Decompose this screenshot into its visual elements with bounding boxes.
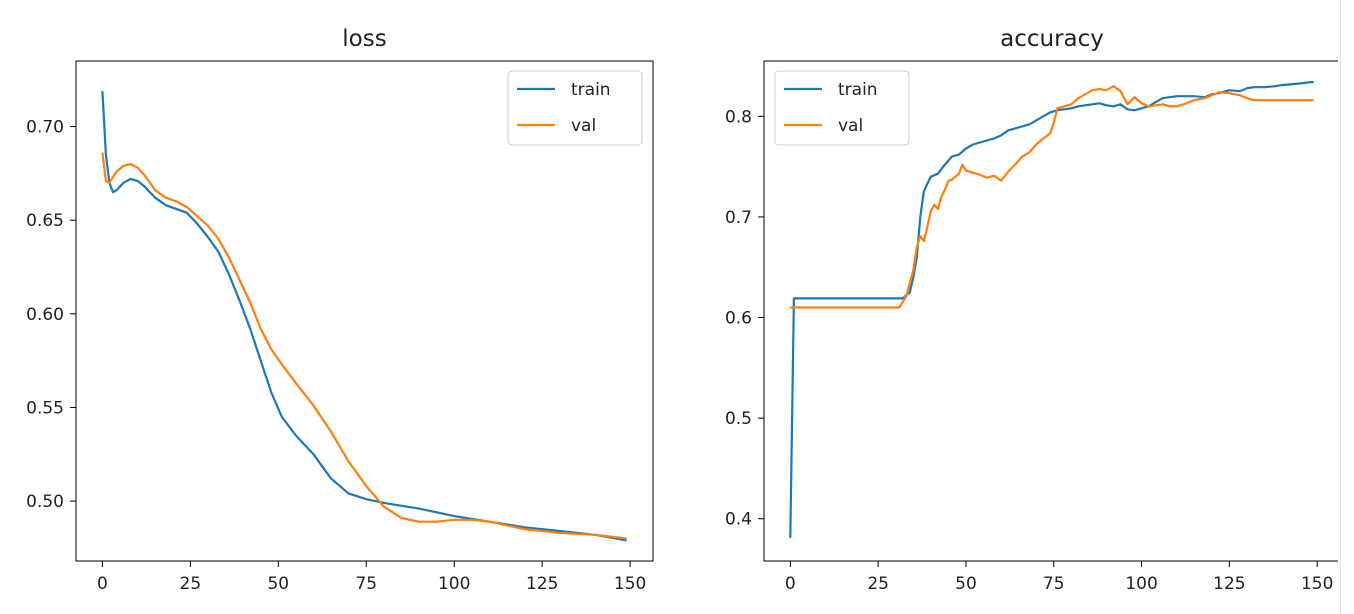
y-tick-label: 0.8 xyxy=(725,107,752,127)
x-tick-label: 25 xyxy=(180,574,202,594)
x-tick-label: 150 xyxy=(614,574,646,594)
series-line-train xyxy=(101,90,627,542)
x-tick-label: 75 xyxy=(355,574,377,594)
x-tick-label: 50 xyxy=(267,574,289,594)
y-tick-label: 0.70 xyxy=(26,118,64,138)
legend-label-train: train xyxy=(838,80,878,100)
y-tick-label: 0.6 xyxy=(725,309,752,329)
series-line-train xyxy=(789,81,1314,538)
accuracy-chart: accuracy 0 25 50 75 100 125 150 0.4 0.5 0.6 0.7 0.8 t… xyxy=(725,26,1341,594)
loss-chart: loss 0 25 50 75 100 125 150 0.50 0.55 0.60 0.65 0.70… xyxy=(26,26,654,594)
legend-label-val: val xyxy=(838,116,863,136)
x-tick-label: 100 xyxy=(438,574,470,594)
plot-frame xyxy=(75,60,654,562)
scrollbar-divider xyxy=(1340,0,1341,614)
x-tick-label: 50 xyxy=(955,574,977,594)
x-tick-label: 0 xyxy=(785,574,796,594)
y-tick-label: 0.65 xyxy=(26,211,64,231)
legend: train val xyxy=(774,70,910,146)
y-tick-label: 0.7 xyxy=(725,208,752,228)
scrollbar-track[interactable] xyxy=(1338,0,1354,614)
series-line-val xyxy=(790,85,1314,309)
y-tick-label: 0.5 xyxy=(725,409,752,429)
legend-label-val: val xyxy=(571,116,596,136)
x-tick-label: 150 xyxy=(1301,574,1333,594)
series-line-val xyxy=(101,152,627,540)
x-tick-label: 100 xyxy=(1125,574,1157,594)
y-tick-label: 0.60 xyxy=(26,305,64,325)
x-tick-label: 125 xyxy=(1213,574,1245,594)
y-tick-label: 0.50 xyxy=(26,492,64,512)
y-tick-label: 0.55 xyxy=(26,398,64,418)
x-tick-label: 75 xyxy=(1043,574,1065,594)
chart-title: accuracy xyxy=(1000,26,1104,52)
x-tick-label: 25 xyxy=(867,574,889,594)
legend: train val xyxy=(507,70,643,146)
y-tick-label: 0.4 xyxy=(725,510,752,530)
x-tick-label: 125 xyxy=(526,574,558,594)
legend-label-train: train xyxy=(571,80,611,100)
x-tick-label: 0 xyxy=(97,574,108,594)
chart-title: loss xyxy=(342,26,386,52)
